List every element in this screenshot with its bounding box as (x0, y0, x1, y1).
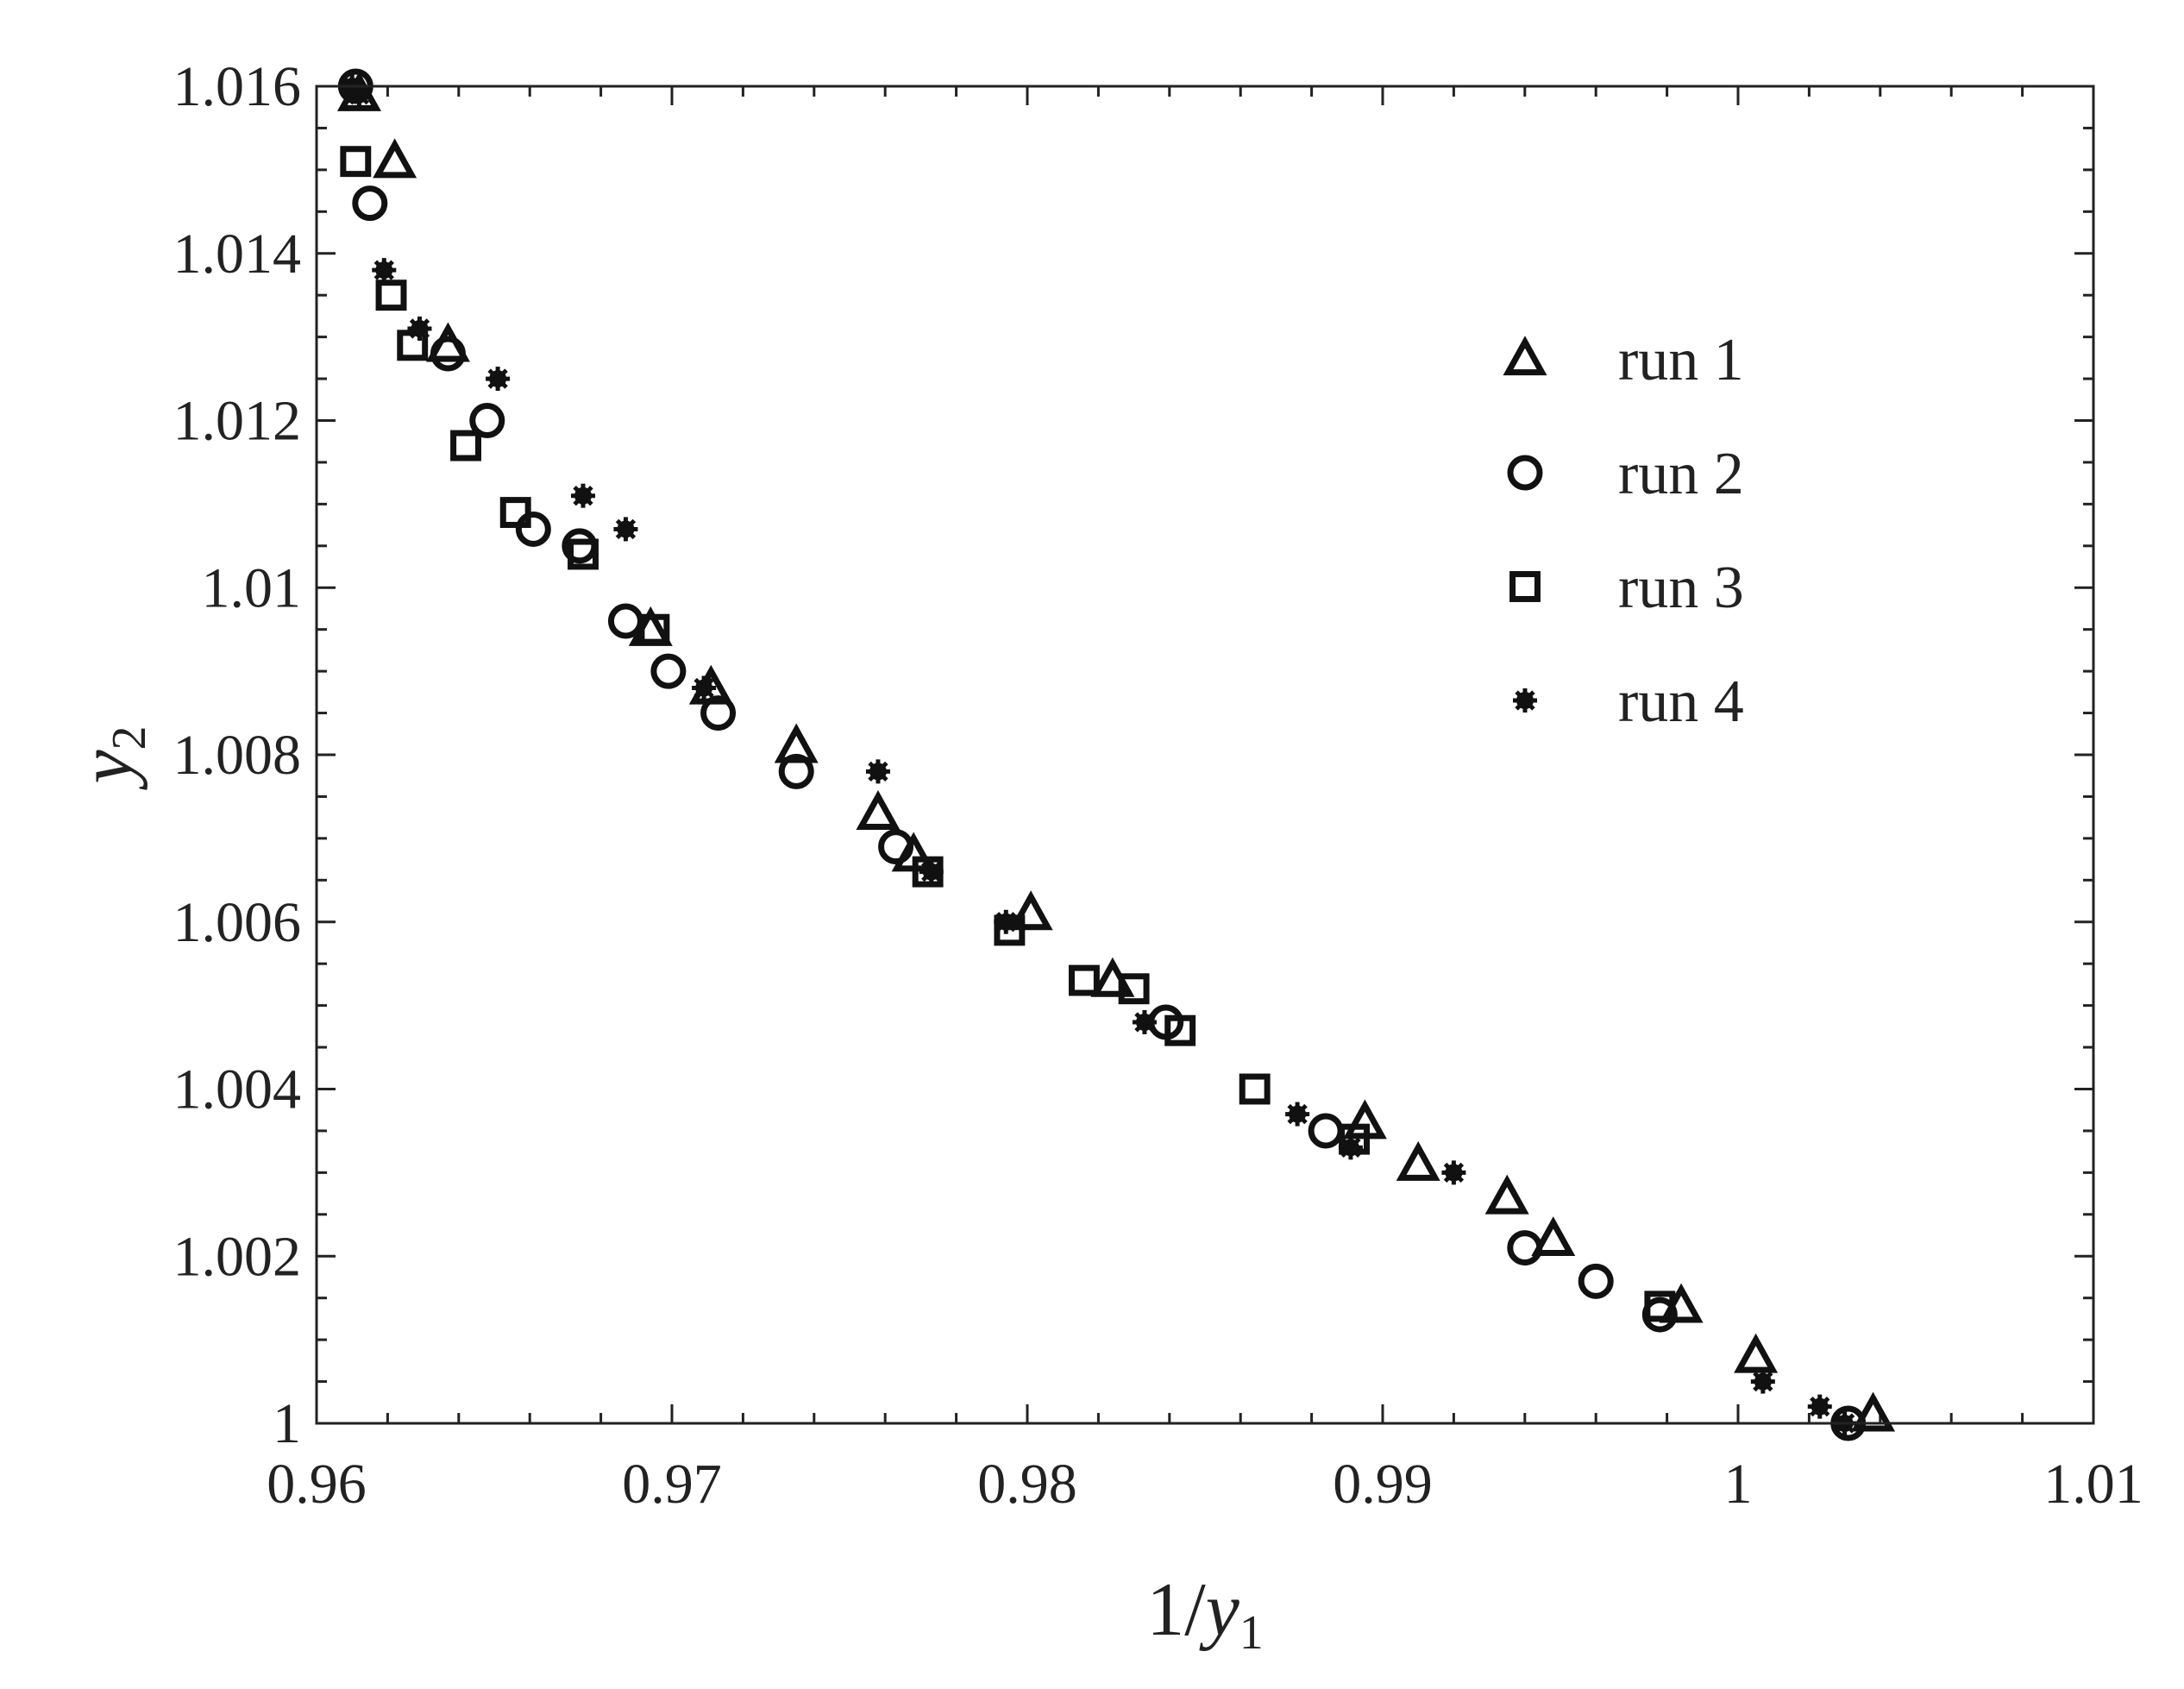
point-run-1 (1484, 1174, 1529, 1215)
point-run-2 (878, 829, 914, 865)
point-run-2 (430, 336, 466, 372)
point-run-3 (568, 538, 599, 570)
point-run-4 (1750, 1369, 1775, 1394)
point-run-2 (515, 511, 551, 547)
point-run-3 (1068, 964, 1100, 996)
data-points (336, 68, 1896, 1441)
x-tick-label: 1.01 (2043, 1453, 2143, 1516)
point-run-4 (692, 675, 717, 700)
legend-marker (1503, 336, 1547, 376)
legend-label: run 2 (1618, 441, 1744, 507)
point-run-2 (700, 695, 737, 731)
legend-marker (1507, 455, 1543, 491)
y-tick-label: 1.008 (173, 724, 302, 787)
point-run-2 (778, 753, 814, 789)
point-run-4 (1807, 1394, 1832, 1419)
legend-label: run 1 (1618, 327, 1744, 393)
point-run-2 (1578, 1263, 1614, 1299)
legend-item-run-2: run 2 (1507, 441, 1744, 507)
point-run-1 (1008, 890, 1053, 931)
point-run-3 (340, 146, 372, 178)
point-run-4 (486, 367, 511, 392)
point-run-1 (1396, 1140, 1440, 1181)
legend-item-run-3: run 3 (1509, 555, 1744, 621)
axis-tick-labels: 0.96 0.97 0.98 0.99 1 1.01 1 1.002 1.004 1.006 1.0… (173, 55, 2143, 1516)
point-run-4 (1441, 1160, 1466, 1185)
y-tick-label: 1.012 (173, 390, 302, 453)
y-tick-label: 1 (273, 1392, 301, 1455)
point-run-2 (469, 403, 505, 438)
x-tick-label: 0.96 (267, 1453, 367, 1516)
point-run-4 (865, 759, 890, 784)
y-tick-label: 1.004 (173, 1058, 302, 1121)
x-tick-label: 0.99 (1333, 1453, 1433, 1516)
point-run-3 (1644, 1290, 1676, 1322)
point-run-4 (613, 517, 638, 542)
point-run-1 (1734, 1333, 1779, 1373)
legend-marker (1509, 571, 1541, 602)
point-run-1 (774, 723, 819, 763)
x-tick-label: 1 (1724, 1453, 1753, 1516)
y-tick-label: 1.006 (173, 891, 302, 954)
plot-frame (315, 85, 2095, 1425)
y-axis-title: y2 (65, 725, 156, 790)
point-run-3 (375, 279, 407, 311)
legend: run 1 run 2 run 3 run 4 (1503, 327, 1744, 735)
y-tick-label: 1.01 (202, 556, 302, 619)
legend-marker (1513, 688, 1537, 713)
legend-item-run-4: run 4 (1513, 669, 1744, 735)
point-run-4 (1132, 1010, 1157, 1034)
point-run-4 (1285, 1102, 1310, 1127)
point-run-4 (1338, 1135, 1363, 1160)
point-run-4 (407, 316, 432, 341)
legend-label: run 3 (1618, 555, 1744, 621)
point-run-2 (650, 653, 687, 689)
point-run-1 (373, 138, 417, 179)
point-run-2 (1507, 1230, 1543, 1266)
point-run-3 (499, 497, 531, 529)
x-tick-label: 0.98 (977, 1453, 1077, 1516)
y-tick-label: 1.014 (173, 223, 302, 286)
point-run-3 (1118, 973, 1150, 1005)
point-run-3 (638, 613, 670, 645)
point-run-4 (994, 909, 1019, 934)
point-run-2 (352, 185, 388, 222)
legend-item-run-1: run 1 (1503, 327, 1744, 393)
point-run-4 (571, 483, 595, 508)
point-run-1 (1851, 1391, 1896, 1432)
legend-label: run 4 (1618, 669, 1744, 735)
point-run-3 (1164, 1014, 1196, 1046)
point-run-3 (1239, 1073, 1271, 1105)
y-tick-label: 1.002 (173, 1225, 302, 1288)
point-run-1 (856, 790, 901, 830)
x-tick-label: 0.97 (622, 1453, 722, 1516)
series-4 (340, 74, 1857, 1435)
point-run-4 (372, 258, 397, 283)
point-run-1 (1531, 1216, 1576, 1257)
point-run-3 (450, 430, 481, 461)
point-run-4 (919, 859, 944, 884)
y-tick-label: 1.016 (173, 55, 302, 118)
